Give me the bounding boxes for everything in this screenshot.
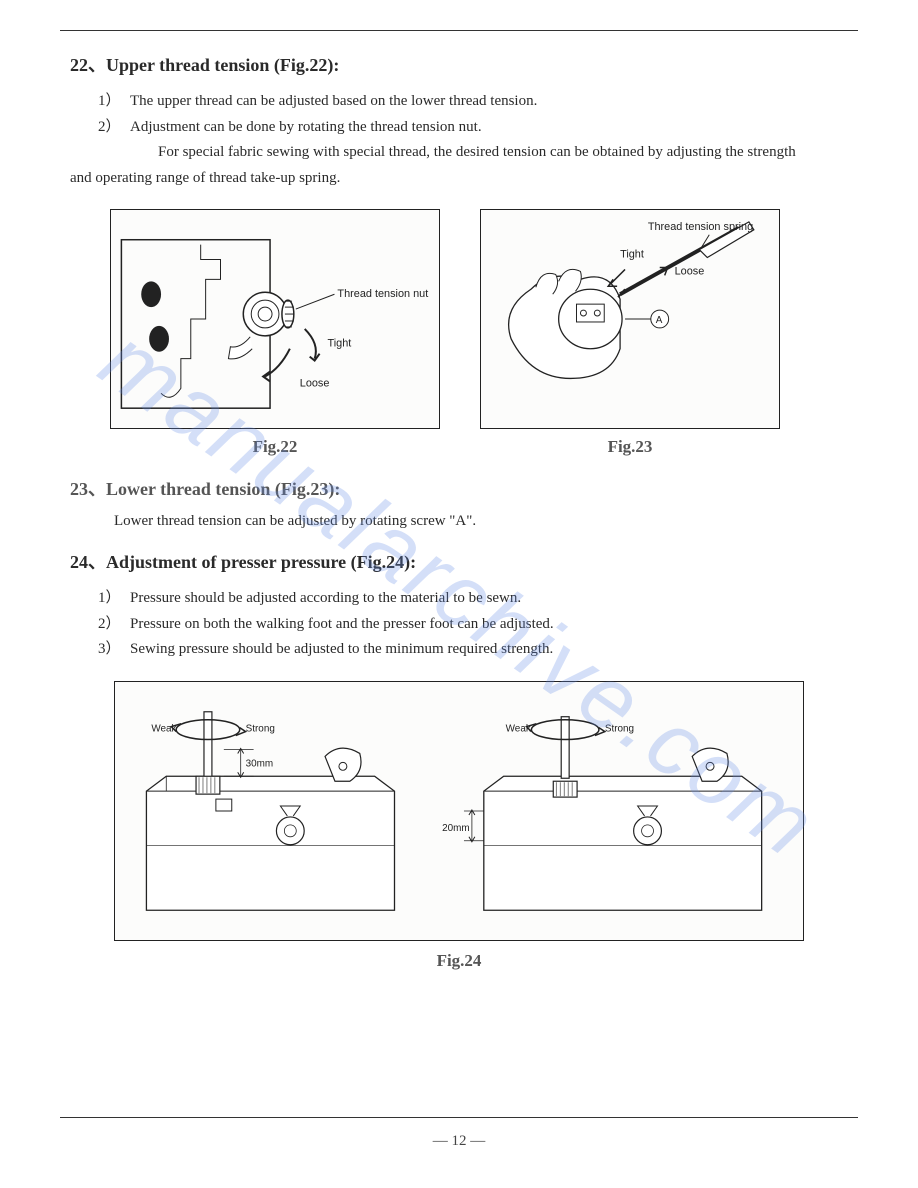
- figure-23: A Thread tension spring Tight Loose: [480, 209, 780, 429]
- list-text: The upper thread can be adjusted based o…: [130, 89, 537, 115]
- fig23-label-tight: Tight: [620, 249, 644, 261]
- section-22-heading: 22、Upper thread tension (Fig.22):: [70, 51, 848, 77]
- page-number: — 12 —: [0, 1133, 918, 1150]
- top-rule: [60, 30, 858, 31]
- fig23-label-spring: Thread tension spring: [648, 221, 753, 233]
- list-number: 1）: [98, 586, 124, 612]
- list-text: Pressure on both the walking foot and th…: [130, 612, 554, 638]
- fig22-label-loose: Loose: [300, 377, 330, 389]
- page-content: 22、Upper thread tension (Fig.22): 1） The…: [50, 51, 868, 971]
- fig24-left-weak: Weak: [151, 723, 176, 734]
- fig24-right-dim: 20mm: [442, 822, 470, 833]
- fig24-right-strong: Strong: [605, 723, 634, 734]
- fig24-left-dim: 30mm: [246, 758, 274, 769]
- list-number: 1）: [98, 89, 124, 115]
- list-item: 3） Sewing pressure should be adjusted to…: [98, 637, 848, 663]
- section-22-para2: and operating range of thread take-up sp…: [70, 166, 848, 192]
- list-item: 2） Adjustment can be done by rotating th…: [98, 115, 848, 141]
- section-24-list: 1） Pressure should be adjusted according…: [98, 586, 848, 663]
- section-22-para1: For special fabric sewing with special t…: [128, 140, 848, 166]
- section-22-list: 1） The upper thread can be adjusted base…: [98, 89, 848, 140]
- figure-22: Thread tension nut Tight Loose: [110, 209, 440, 429]
- list-item: 1） Pressure should be adjusted according…: [98, 586, 848, 612]
- list-text: Sewing pressure should be adjusted to th…: [130, 637, 553, 663]
- section-24-heading: 24、Adjustment of presser pressure (Fig.2…: [70, 548, 848, 574]
- figure-24: Weak Strong 30mm: [114, 681, 804, 941]
- list-number: 2）: [98, 115, 124, 141]
- fig24-caption: Fig.24: [70, 951, 848, 971]
- list-item: 1） The upper thread can be adjusted base…: [98, 89, 848, 115]
- list-text: Pressure should be adjusted according to…: [130, 586, 521, 612]
- fig22-label-nut: Thread tension nut: [337, 288, 428, 300]
- fig23-label-a: A: [656, 315, 663, 326]
- fig22-label-tight: Tight: [328, 338, 352, 350]
- fig23-caption: Fig.23: [480, 437, 780, 457]
- figure-caption-row: Fig.22 Fig.23: [110, 437, 848, 457]
- list-text: Adjustment can be done by rotating the t…: [130, 115, 482, 141]
- fig23-label-loose: Loose: [675, 265, 705, 277]
- fig24-left-strong: Strong: [246, 723, 275, 734]
- figure-row-22-23: Thread tension nut Tight Loose: [110, 209, 848, 429]
- list-item: 2） Pressure on both the walking foot and…: [98, 612, 848, 638]
- list-number: 3）: [98, 637, 124, 663]
- list-number: 2）: [98, 612, 124, 638]
- section-23-text: Lower thread tension can be adjusted by …: [114, 513, 848, 530]
- section-23-heading: 23、Lower thread tension (Fig.23):: [70, 475, 848, 501]
- fig22-caption: Fig.22: [110, 437, 440, 457]
- fig24-right-weak: Weak: [506, 723, 531, 734]
- bottom-rule: [60, 1117, 858, 1118]
